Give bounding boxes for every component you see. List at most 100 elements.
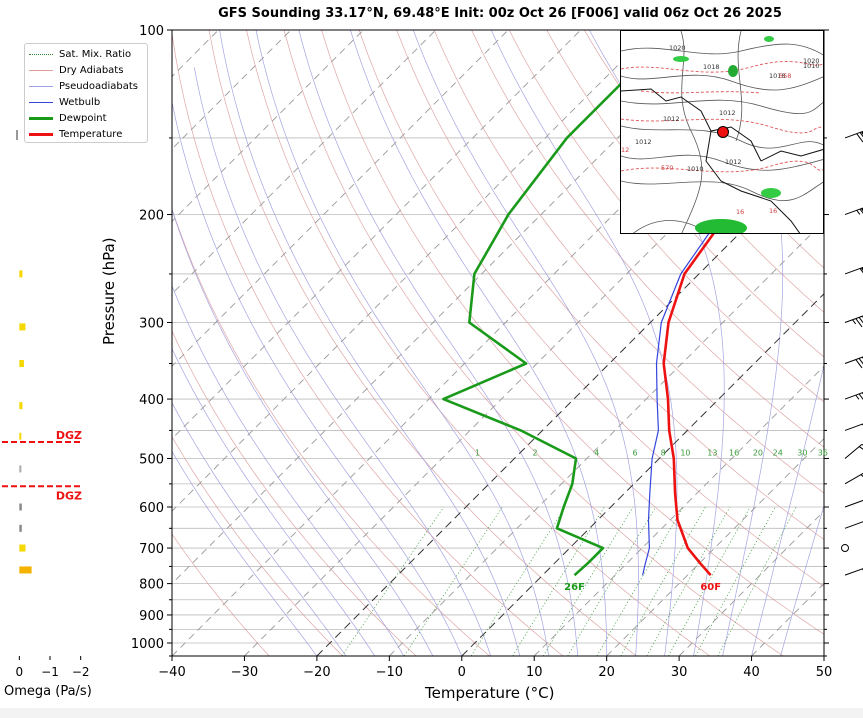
surface-label: 26F — [564, 582, 585, 593]
barb-half — [856, 209, 861, 215]
legend-swatch — [29, 85, 53, 87]
omega-bar — [19, 524, 22, 532]
dry-adiabat-line — [433, 30, 824, 494]
map-border — [621, 88, 762, 162]
legend-item-wetbulb: Wetbulb — [29, 94, 143, 110]
map-contour — [621, 125, 823, 149]
barb-staff — [844, 129, 863, 139]
map-precip — [695, 219, 747, 233]
chart-legend: Sat. Mix. Ratio Dry Adiabats Pseudoadiab… — [24, 43, 148, 143]
y-tick-label: 300 — [139, 316, 164, 331]
isotherm-line — [389, 220, 824, 656]
x-tick-label: −40 — [158, 665, 185, 680]
x-tick-label: −20 — [303, 665, 330, 680]
legend-item-pseudoadiabats: Pseudoadiabats — [29, 78, 143, 94]
dry-adiabat-line — [396, 30, 824, 540]
wind-barb — [844, 443, 863, 459]
barb-staff — [844, 314, 863, 323]
map-contour — [621, 180, 823, 201]
mixing-ratio-line — [620, 506, 706, 656]
legend-swatch — [29, 132, 53, 136]
barb-staff — [844, 520, 863, 529]
y-axis-label: Pressure (hPa) — [100, 237, 118, 345]
wind-barb — [844, 472, 863, 485]
map-thickness-contour — [621, 61, 823, 73]
wind-barb — [844, 314, 863, 328]
mixing-ratio-label: 4 — [594, 448, 599, 457]
dry-adiabat-line — [358, 30, 824, 587]
map-thickness-contour — [621, 118, 823, 134]
map-border — [705, 130, 801, 233]
barb-staff — [844, 499, 863, 508]
isotherm-line — [823, 655, 824, 656]
series-wetbulb — [642, 137, 756, 576]
barb-staff — [844, 355, 863, 364]
x-tick-label: −30 — [231, 665, 258, 680]
mixing-ratio-label: 1 — [475, 448, 480, 457]
x-tick-label: −10 — [376, 665, 403, 680]
map-contour — [735, 31, 743, 142]
barb-full — [856, 133, 863, 143]
wind-barb-calm — [841, 544, 849, 553]
map-isobar-label: 558 — [779, 72, 791, 80]
x-axis-label: Temperature (°C) — [425, 684, 555, 702]
mixing-ratio-label: 20 — [753, 448, 763, 457]
isotherm-line — [172, 30, 292, 150]
omega-bar — [19, 544, 26, 552]
isotherm-line — [172, 30, 654, 512]
surface-label: 60F — [700, 582, 721, 593]
barb-half — [852, 319, 857, 325]
isotherm-line — [172, 30, 364, 222]
y-tick-label: 200 — [139, 209, 164, 224]
legend-label: Pseudoadiabats — [59, 80, 139, 92]
dry-adiabat-line — [172, 436, 343, 656]
barb-full — [855, 318, 863, 328]
moist-adiabat-line — [172, 347, 376, 656]
map-isobar-label: 1012 — [635, 138, 652, 146]
mixing-ratio-line — [567, 506, 657, 656]
mixing-ratio-label: 10 — [680, 448, 690, 457]
isotherm-line — [533, 365, 824, 656]
x-tick-label: 10 — [526, 665, 543, 680]
legend-item-dewpoint: Dewpoint — [29, 110, 143, 126]
omega-bar — [19, 465, 22, 473]
isotherm-line — [316, 148, 824, 656]
x-tick-label: 30 — [671, 665, 688, 680]
omega-bar — [19, 360, 24, 368]
mixing-ratio-line — [341, 506, 445, 656]
moist-adiabat-line — [255, 30, 550, 656]
barb-full — [858, 317, 863, 327]
map-isobar-label: 12 — [621, 146, 629, 154]
omega-bar — [19, 503, 22, 511]
dry-adiabat-line — [508, 30, 824, 403]
isotherm-line — [678, 510, 824, 656]
moist-adiabat-line — [193, 67, 492, 656]
barb-staff — [844, 443, 863, 459]
wind-barb — [844, 265, 863, 277]
mixing-ratio-label: 30 — [797, 448, 807, 457]
moist-adiabat-line — [412, 30, 639, 656]
omega-bar — [19, 270, 23, 278]
map-isobar-label: 1010 — [803, 62, 820, 70]
wind-barb — [844, 499, 863, 508]
x-tick-label: 0 — [458, 665, 466, 680]
x-tick-label: 20 — [598, 665, 615, 680]
barb-staff — [844, 265, 863, 275]
moist-adiabat-line — [172, 285, 405, 656]
map-isobar-label: 1018 — [769, 72, 786, 80]
dgz-label: DGZ — [56, 429, 82, 442]
y-tick-label: 500 — [139, 452, 164, 467]
isotherm-line — [172, 30, 437, 295]
isotherm-line — [606, 438, 824, 656]
moist-adiabat-line — [711, 30, 784, 656]
dry-adiabat-line — [208, 30, 637, 656]
dry-adiabat-line — [321, 30, 824, 635]
moist-adiabat-line — [172, 208, 434, 656]
mixing-ratio-line — [596, 506, 684, 656]
map-precip — [673, 56, 689, 62]
x-tick-label: 40 — [743, 665, 760, 680]
barb-full — [859, 132, 863, 142]
map-isobar-label: 1012 — [663, 115, 680, 123]
dgz-label: DGZ — [56, 489, 82, 502]
